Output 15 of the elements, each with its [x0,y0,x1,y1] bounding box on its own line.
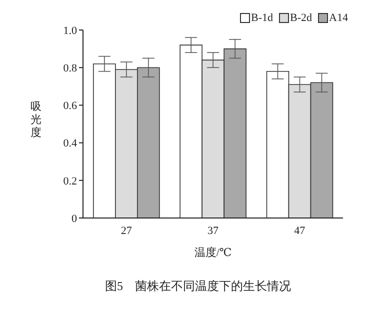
y-axis-title: 吸光度 [30,101,42,139]
x-tick-label: 27 [120,224,132,237]
x-tick-label: 37 [208,224,219,237]
y-tick-label: 0.4 [63,138,78,150]
caption: 图5 菌株在不同温度下的生长情况 [104,278,292,295]
x-axis-title: 温度/℃ [194,246,232,259]
legend-label: A14 [328,12,348,24]
y-tick-label: 0.6 [63,100,78,112]
y-tick-label: 0 [72,212,78,225]
y-tick-label: 1.0 [63,24,78,37]
legend-label: B-2d [289,12,312,24]
y-tick-label: 0.2 [63,175,77,188]
legend-label: B-1d [250,12,274,24]
x-tick-label: 47 [294,224,306,237]
y-tick-label: 0.8 [63,62,78,75]
